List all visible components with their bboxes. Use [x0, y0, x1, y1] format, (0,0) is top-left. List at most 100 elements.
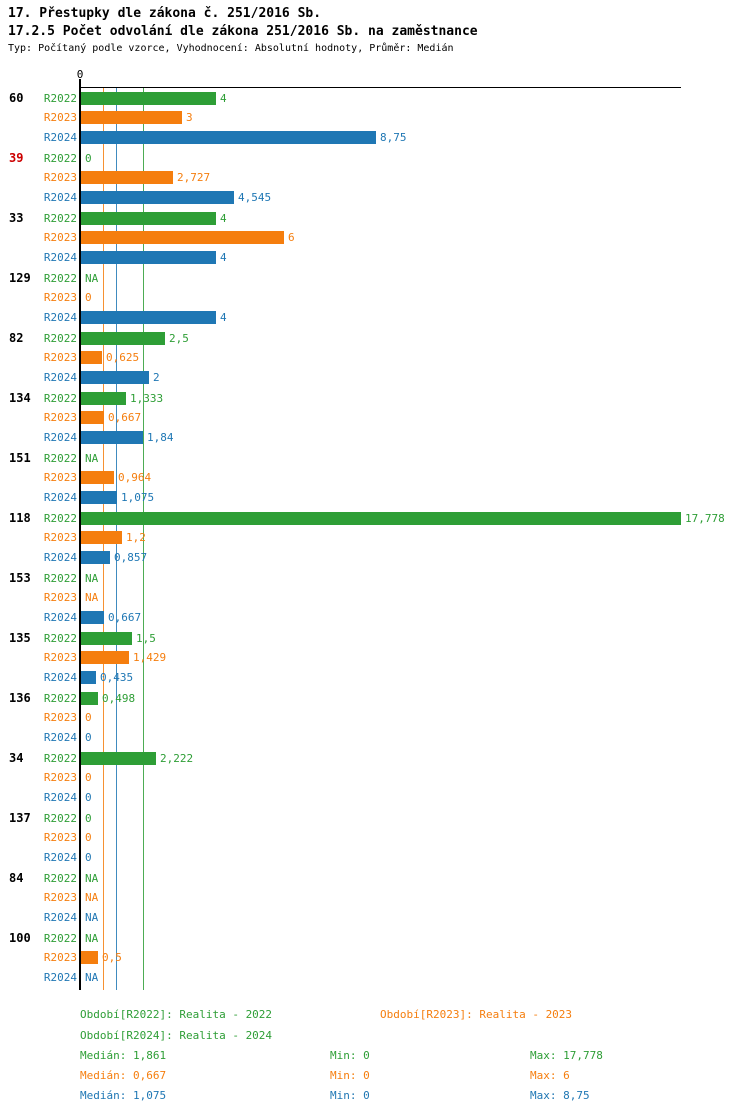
series-label: R2022 [43, 392, 77, 405]
series-label: R2024 [43, 251, 77, 264]
bar [81, 92, 216, 105]
bar [81, 671, 96, 684]
bar-value-label: 4,545 [238, 191, 272, 204]
median-line [143, 88, 144, 990]
bar-value-label: 0 [85, 711, 92, 724]
bar-value-label: 0 [85, 831, 92, 844]
series-label: R2024 [43, 131, 77, 144]
series-label: R2024 [43, 551, 77, 564]
bar-value-label: 0,667 [108, 611, 142, 624]
bar-value-label: NA [85, 591, 99, 604]
series-label: R2022 [43, 272, 77, 285]
series-label: R2023 [43, 531, 77, 544]
series-label: R2023 [43, 891, 77, 904]
bar-value-label: 17,778 [685, 512, 725, 525]
stat-max-r2024: Max: 8,75 [530, 1089, 590, 1102]
x-axis-zero-label: 0 [76, 68, 84, 81]
series-label: R2023 [43, 651, 77, 664]
series-label: R2024 [43, 491, 77, 504]
bar-value-label: 0,857 [114, 551, 148, 564]
bar [81, 131, 376, 144]
series-label: R2022 [43, 152, 77, 165]
bar [81, 351, 102, 364]
group-label: 134 [9, 391, 31, 405]
legend-item-r2024: Období[R2024]: Realita - 2024 [80, 1029, 273, 1042]
bar-value-label: 2 [153, 371, 160, 384]
bar [81, 231, 284, 244]
series-label: R2024 [43, 611, 77, 624]
bar-value-label: 1,84 [147, 431, 174, 444]
bar [81, 111, 182, 124]
bar-value-label: NA [85, 932, 99, 945]
series-label: R2022 [43, 572, 77, 585]
series-label: R2022 [43, 452, 77, 465]
bar-value-label: 0,964 [118, 471, 152, 484]
bar-value-label: 1,333 [130, 392, 164, 405]
series-label: R2023 [43, 771, 77, 784]
bar [81, 632, 132, 645]
bar-value-label: 4 [220, 251, 227, 264]
stat-min-r2022: Min: 0 [330, 1049, 370, 1062]
group-label: 129 [9, 271, 31, 285]
group-label: 151 [9, 451, 31, 465]
bar-value-label: 6 [288, 231, 295, 244]
series-label: R2024 [43, 971, 77, 984]
bar [81, 551, 110, 564]
bar [81, 531, 122, 544]
series-label: R2022 [43, 872, 77, 885]
series-label: R2024 [43, 431, 77, 444]
bar-value-label: NA [85, 911, 99, 924]
bar-value-label: 0,5 [102, 951, 122, 964]
group-label: 118 [9, 511, 31, 525]
bar [81, 171, 173, 184]
series-label: R2023 [43, 471, 77, 484]
bar-value-label: 0 [85, 731, 92, 744]
bar [81, 191, 234, 204]
bar [81, 611, 104, 624]
bar-value-label: NA [85, 891, 99, 904]
bar [81, 392, 126, 405]
stat-median-r2024: Medián: 1,075 [80, 1089, 167, 1102]
series-label: R2022 [43, 92, 77, 105]
stat-median-r2022: Medián: 1,861 [80, 1049, 167, 1062]
bar-value-label: 0 [85, 152, 92, 165]
bar-value-label: 1,5 [136, 632, 156, 645]
series-label: R2024 [43, 671, 77, 684]
stat-median-r2023: Medián: 0,667 [80, 1069, 167, 1082]
y-axis-line [79, 79, 81, 990]
bar-value-label: 0 [85, 291, 92, 304]
bar-value-label: NA [85, 971, 99, 984]
bar-value-label: 2,727 [177, 171, 211, 184]
group-label: 39 [9, 151, 24, 165]
series-label: R2024 [43, 191, 77, 204]
legend-item-r2023: Období[R2023]: Realita - 2023 [380, 1008, 573, 1021]
series-label: R2023 [43, 171, 77, 184]
series-label: R2024 [43, 791, 77, 804]
group-label: 135 [9, 631, 31, 645]
bar-value-label: NA [85, 272, 99, 285]
group-label: 60 [9, 91, 24, 105]
group-label: 153 [9, 571, 31, 585]
bar-value-label: 4 [220, 92, 227, 105]
bar-value-label: NA [85, 872, 99, 885]
series-label: R2024 [43, 851, 77, 864]
series-label: R2024 [43, 311, 77, 324]
bar [81, 311, 216, 324]
bar-value-label: 0 [85, 851, 92, 864]
stat-max-r2023: Max: 6 [530, 1069, 570, 1082]
series-label: R2022 [43, 752, 77, 765]
group-label: 33 [9, 211, 24, 225]
group-label: 84 [9, 871, 24, 885]
indicator-meta: Typ: Počítaný podle vzorce, Vyhodnocení:… [8, 43, 454, 54]
bar [81, 752, 156, 765]
series-label: R2023 [43, 351, 77, 364]
series-label: R2024 [43, 731, 77, 744]
legend-item-r2022: Období[R2022]: Realita - 2022 [80, 1008, 273, 1021]
series-label: R2023 [43, 831, 77, 844]
series-label: R2022 [43, 212, 77, 225]
series-label: R2024 [43, 371, 77, 384]
bar-value-label: 1,075 [121, 491, 155, 504]
series-label: R2023 [43, 231, 77, 244]
bar [81, 651, 129, 664]
bar-value-label: 4 [220, 311, 227, 324]
